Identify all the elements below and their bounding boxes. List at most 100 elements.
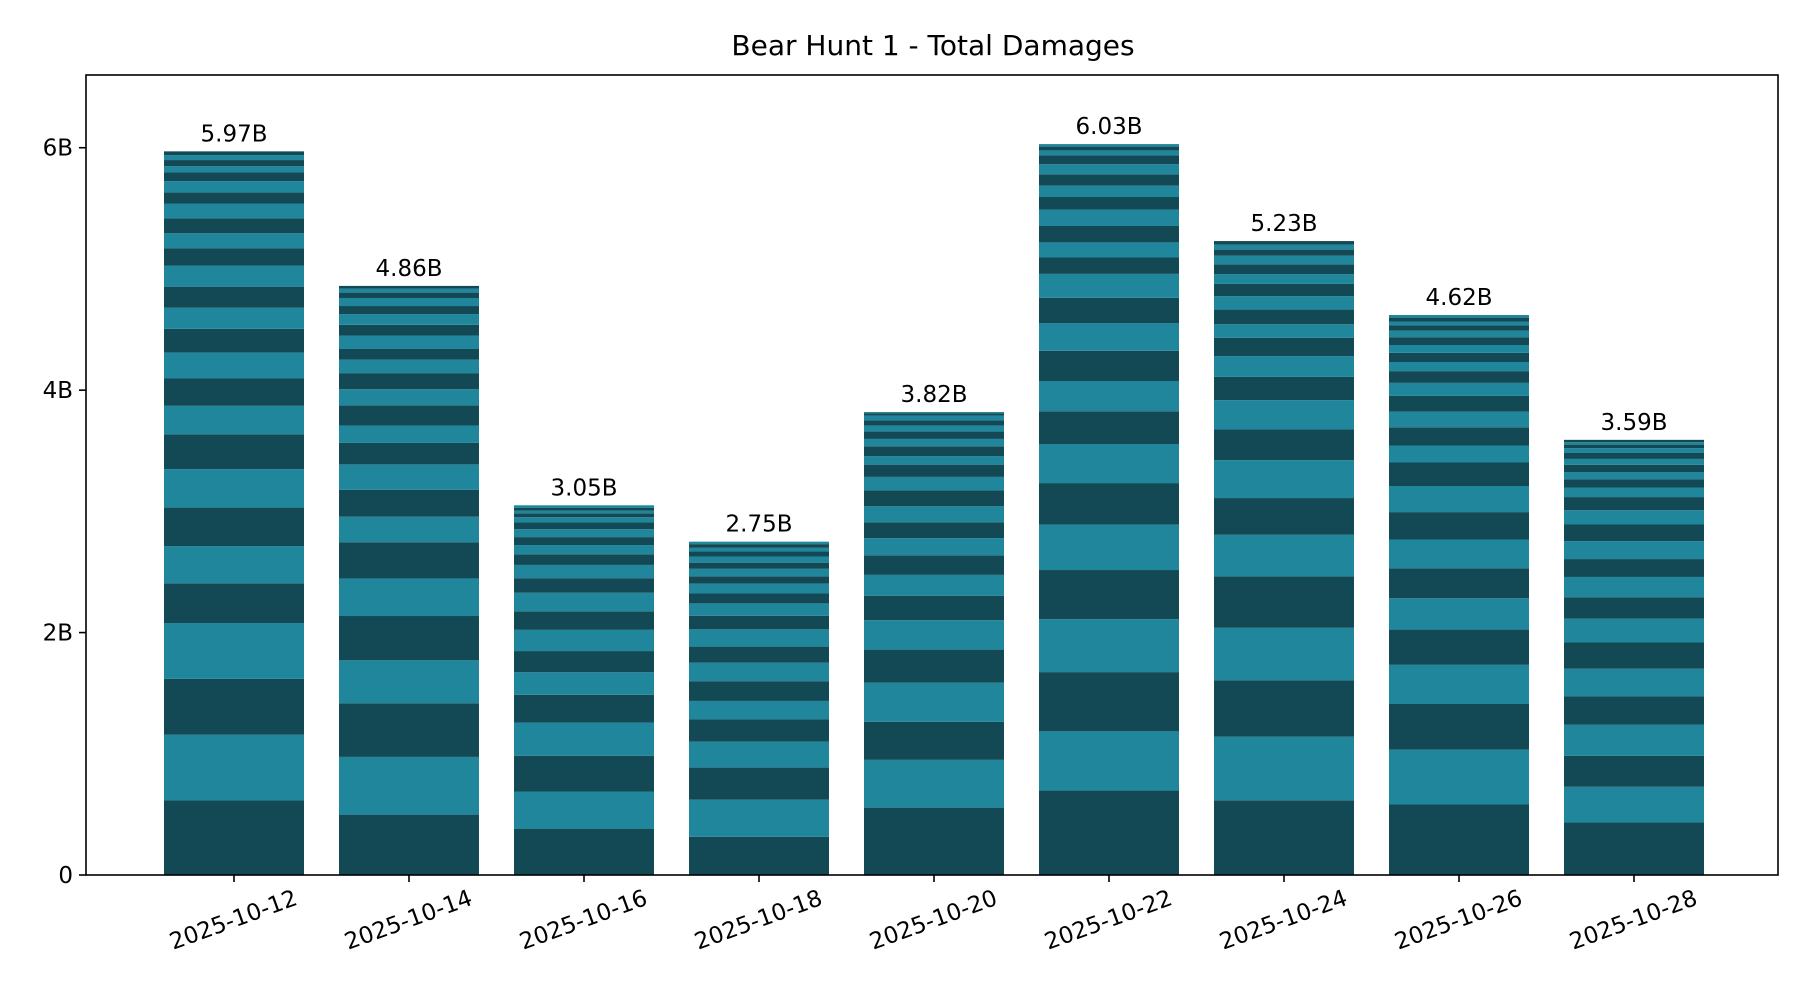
bar-segment [164,248,304,266]
bar-segment [689,662,829,682]
bar-segment [164,286,304,308]
bar-segment [1214,241,1354,245]
total-value-label: 3.05B [551,475,618,501]
total-value-label: 6.03B [1076,114,1143,140]
bar-segment [1214,460,1354,499]
bar-segment [1214,576,1354,628]
bar-segment [1564,472,1704,480]
bar-segment [864,490,1004,507]
bar-segment [339,442,479,465]
bar-segment [864,446,1004,457]
chart-title: Bear Hunt 1 - Total Damages [731,29,1134,62]
bar-segment [1214,274,1354,284]
bar-segment [864,574,1004,596]
bar-segment [164,546,304,584]
y-axis: 0 2B 4B 6B [43,136,86,889]
bar-segment [689,547,829,552]
bar-segment [514,510,654,514]
total-value-label: 5.97B [201,121,268,147]
bar-segment [1214,244,1354,250]
bar-segment [1214,800,1354,875]
bar-segment [1214,283,1354,297]
bar-segment [164,151,304,156]
bar-segment [164,405,304,435]
bar-segment [1564,497,1704,511]
total-value-label: 3.82B [901,382,968,408]
bar-segment [1389,427,1529,446]
bar-segment [339,285,479,289]
bar-segment [689,615,829,630]
bar-segment [1564,510,1704,525]
bar-segment [339,297,479,307]
bar-segment [514,545,654,555]
bar-segment [339,814,479,875]
bar-segment [1564,458,1704,465]
bar-segment [514,505,654,508]
bar-segment [1564,439,1704,443]
bar-segment [1564,597,1704,619]
bar-segment [1389,804,1529,875]
bar-segment [514,791,654,829]
bar-segment [1389,315,1529,318]
bar-segment [164,469,304,508]
bar-segment [864,595,1004,621]
bar-segment [864,506,1004,523]
bar-segment [864,807,1004,875]
bar-segment [339,516,479,543]
bar-segment [1389,568,1529,599]
bar-segment [514,564,654,579]
bar-segment [514,513,654,518]
bar-segment [864,555,1004,575]
bar-segment [164,203,304,219]
bar-segment [1389,337,1529,346]
bar-segment [689,629,829,647]
bar-segment [164,265,304,287]
bar-segment [1389,539,1529,569]
bar-segment [864,456,1004,465]
bar-segment [1039,323,1179,351]
bar-segment [339,756,479,815]
bar-segment [1564,479,1704,488]
bar-segment [864,420,1004,426]
bar-segment [514,611,654,630]
bar-segment [864,538,1004,556]
bar-segment [1389,462,1529,487]
bar-segment [1389,598,1529,630]
bar-segment [1039,257,1179,274]
bar-segment [514,651,654,673]
bar-segment [689,681,829,701]
bar-segment [689,603,829,616]
bar-segment [1214,296,1354,310]
bar-segment [514,722,654,756]
bar-segment [339,660,479,704]
bar-segment [1039,731,1179,791]
bar-segment [164,378,304,406]
total-value-label: 3.59B [1601,410,1668,436]
bar-segment [1564,786,1704,823]
stacked-bar [1564,439,1704,875]
bar-segment [689,568,829,577]
x-tick-label: 2025-10-18 [691,885,826,955]
bar-segment [1389,321,1529,326]
bar-segment [1564,452,1704,459]
bar-segment [1389,703,1529,750]
bar-segment [1039,242,1179,258]
bar-segment [339,542,479,579]
bar-segment [339,359,479,374]
total-value-label: 4.62B [1426,285,1493,311]
bar-segment [1214,255,1354,265]
bar-segment [339,578,479,617]
bar-segment [689,576,829,584]
bar-segment [164,166,304,173]
bar-segment [864,759,1004,808]
bar-segment [1214,249,1354,256]
bar-segment [514,592,654,612]
bar-segment [514,755,654,792]
bar-segment [339,464,479,490]
plot-frame [85,74,1779,876]
bar-segment [1564,524,1704,542]
bar-segment [1389,371,1529,383]
bar-segment [1564,487,1704,498]
bar-segment [1389,749,1529,805]
bar-segment [164,160,304,167]
